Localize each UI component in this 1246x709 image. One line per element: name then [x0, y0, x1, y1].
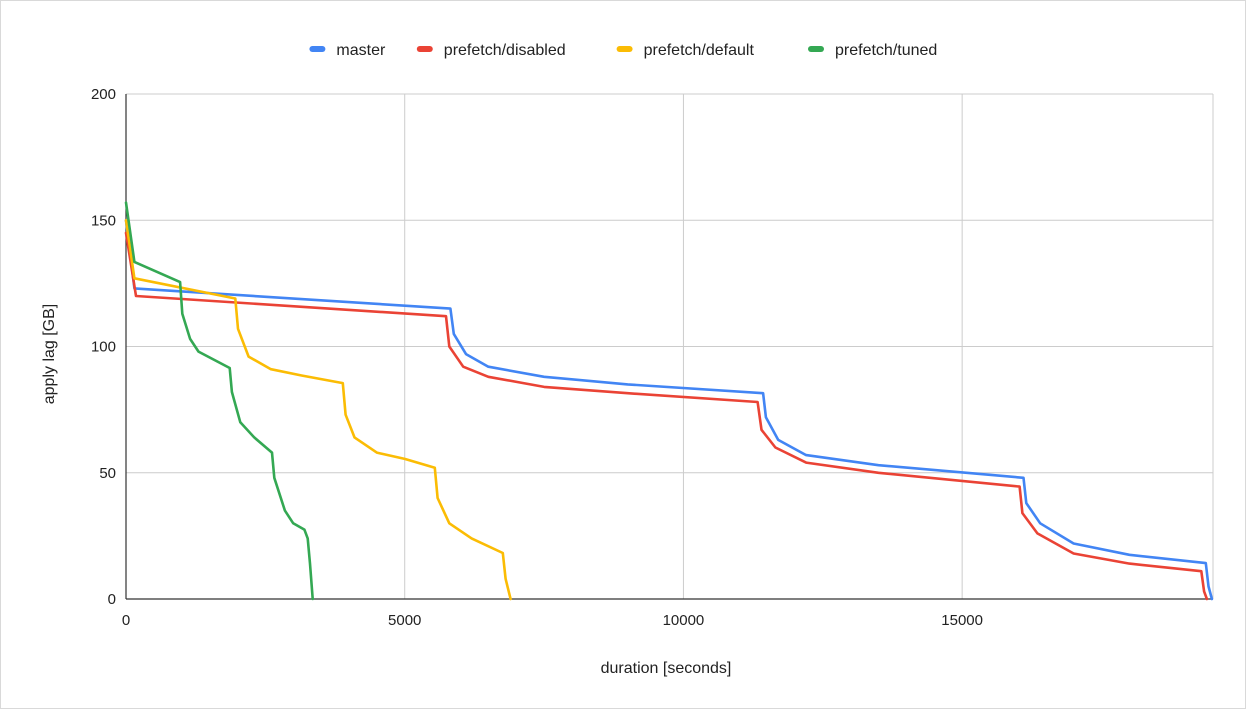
legend-label-prefetch-tuned: prefetch/tuned: [835, 42, 937, 59]
x-axis-title: duration [seconds]: [601, 660, 732, 677]
legend-label-prefetch-default: prefetch/default: [644, 42, 755, 59]
legend-swatch-prefetch-disabled: [416, 46, 433, 52]
series-line-master: [124, 219, 1214, 601]
x-tick-label: 15000: [941, 612, 983, 629]
y-tick-label: 150: [91, 212, 116, 229]
series-lines: [124, 201, 1214, 601]
x-tick-label: 10000: [663, 612, 705, 629]
y-tick-label: 100: [91, 339, 116, 356]
y-tick-label: 0: [108, 591, 116, 608]
legend: master prefetch/disabled prefetch/default p…: [309, 42, 937, 59]
x-tick-label: 5000: [388, 612, 421, 629]
gridlines: [126, 93, 1214, 599]
legend-label-prefetch-disabled: prefetch/disabled: [444, 42, 566, 59]
legend-swatch-prefetch-tuned: [808, 46, 824, 52]
y-tick-label: 50: [99, 465, 116, 482]
legend-swatch-master: [309, 46, 326, 52]
series-line-prefetch-disabled: [124, 231, 1209, 601]
series-line-prefetch-default: [124, 219, 512, 601]
legend-swatch-prefetch-default: [616, 46, 633, 52]
y-tick-label: 200: [91, 86, 116, 103]
series-line-prefetch-tuned: [124, 201, 314, 601]
tick-labels: 0 50 100 150 200 0 5000 10000 15000: [91, 86, 983, 629]
y-axis-title: apply lag [GB]: [41, 304, 58, 405]
legend-label-master: master: [336, 42, 386, 59]
axes: [125, 94, 1213, 600]
x-tick-label: 0: [122, 612, 130, 629]
